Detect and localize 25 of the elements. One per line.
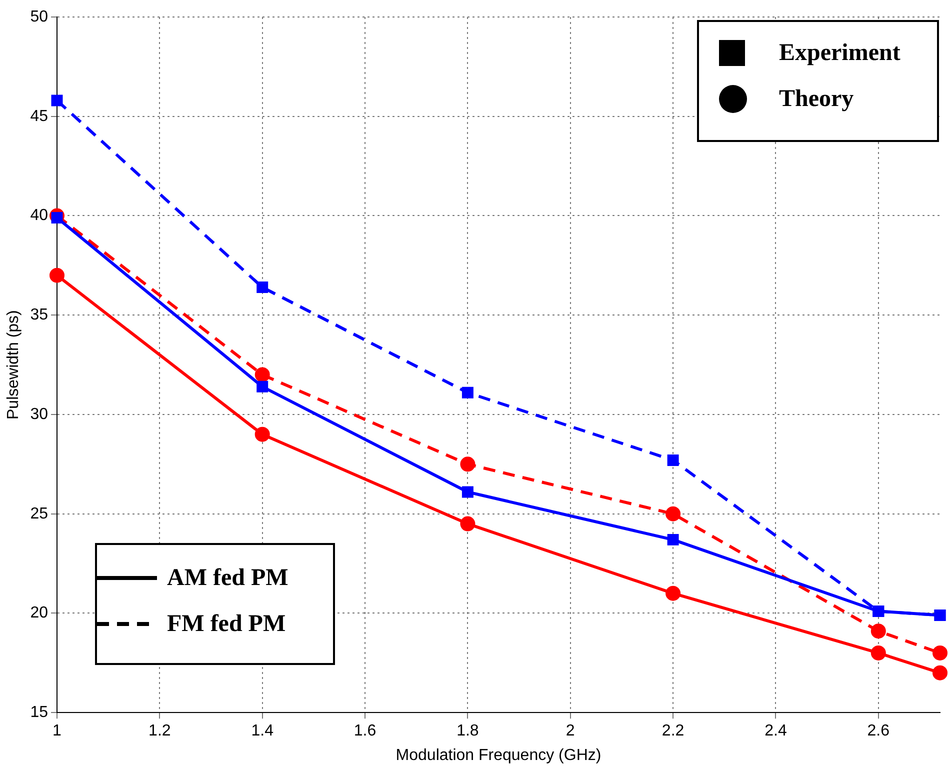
x-tick-label: 1.2 [148,722,171,740]
y-tick-label: 50 [30,8,48,26]
x-tick-label: 2 [566,722,575,740]
y-tick-label: 15 [30,704,48,722]
y-tick-label: 20 [30,604,48,622]
y-tick-label: 25 [30,505,48,522]
x-tick-label: 1.4 [251,722,274,740]
y-tick-label: 40 [30,207,48,224]
marker-key-panel: Experiment Theory [697,20,939,142]
x-tick-label: 2.4 [764,722,787,740]
x-tick-label: 2.2 [662,722,684,740]
x-axis-title: Modulation Frequency (GHz) [396,746,602,764]
y-axis-title: Pulsewidth (ps) [5,310,22,420]
x-tick-label: 1.8 [456,722,479,740]
y-tick-label: 35 [30,306,48,324]
annotation: AM fed PM [167,564,288,592]
annotation: Experiment [779,40,900,66]
y-tick-label: 45 [30,108,48,125]
x-tick-label: 1 [52,722,62,740]
y-tick-label: 30 [30,406,48,423]
x-tick-label: 1.6 [354,722,376,740]
stroke-key-panel: AM fed PM FM fed PM [95,543,335,665]
annotation: FM fed PM [167,610,286,638]
x-tick-label: 2.6 [867,722,890,740]
annotation: Theory [779,86,854,112]
